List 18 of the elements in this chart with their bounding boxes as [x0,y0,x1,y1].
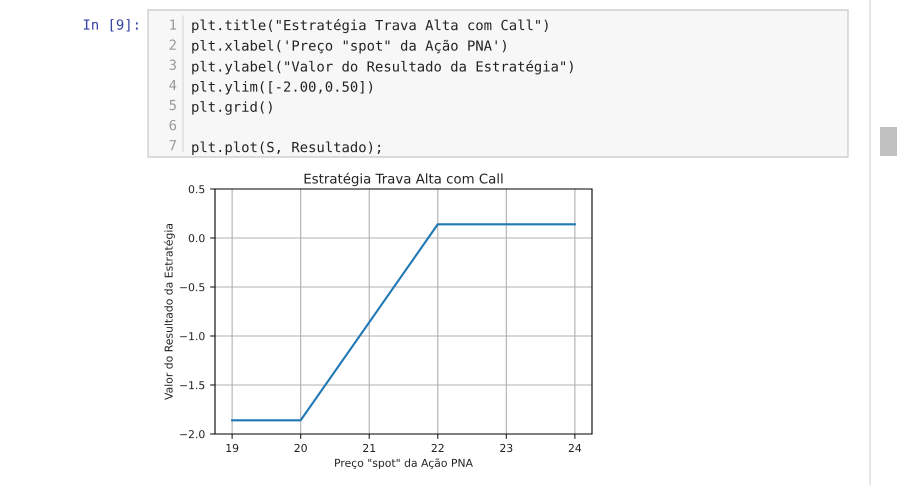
y-tick-label: −1.0 [180,332,205,340]
text: In [9]: [84,19,138,32]
x-tick-label: 24 [568,444,582,452]
y-tick-label: −1.5 [180,381,204,390]
x-tick-label: 21 [363,444,376,452]
y-tick-label: −2.0 [180,430,205,438]
chart-title: Estratégia Trava Alta com Call [304,172,502,186]
y-tick-label: −0.5 [180,283,204,292]
x-axis-title: Preço "spot" da Ação PNA [335,458,473,470]
x-tick-label: 23 [500,444,512,452]
y-axis-title: Valor do Resultado da Estratégia [164,224,175,400]
text: 1 2 3 4 5 6 7 [169,20,176,150]
y-tick-label: 0.0 [188,234,205,242]
x-tick-label: 22 [432,444,444,452]
text: plt.title("Estratégia Trava Alta com Call") plt.xlabel('Preço "spot" da Ação PNA') plt.ylabel("Valor do Resultado da Estratégia") plt.ylim([-2.00,0.50]) plt.grid() plt.plot(S, Resultado); [192,19,573,155]
y-tick-label: 0.5 [188,185,204,194]
x-tick-label: 19 [226,444,238,452]
x-tick-label: 20 [294,444,307,452]
